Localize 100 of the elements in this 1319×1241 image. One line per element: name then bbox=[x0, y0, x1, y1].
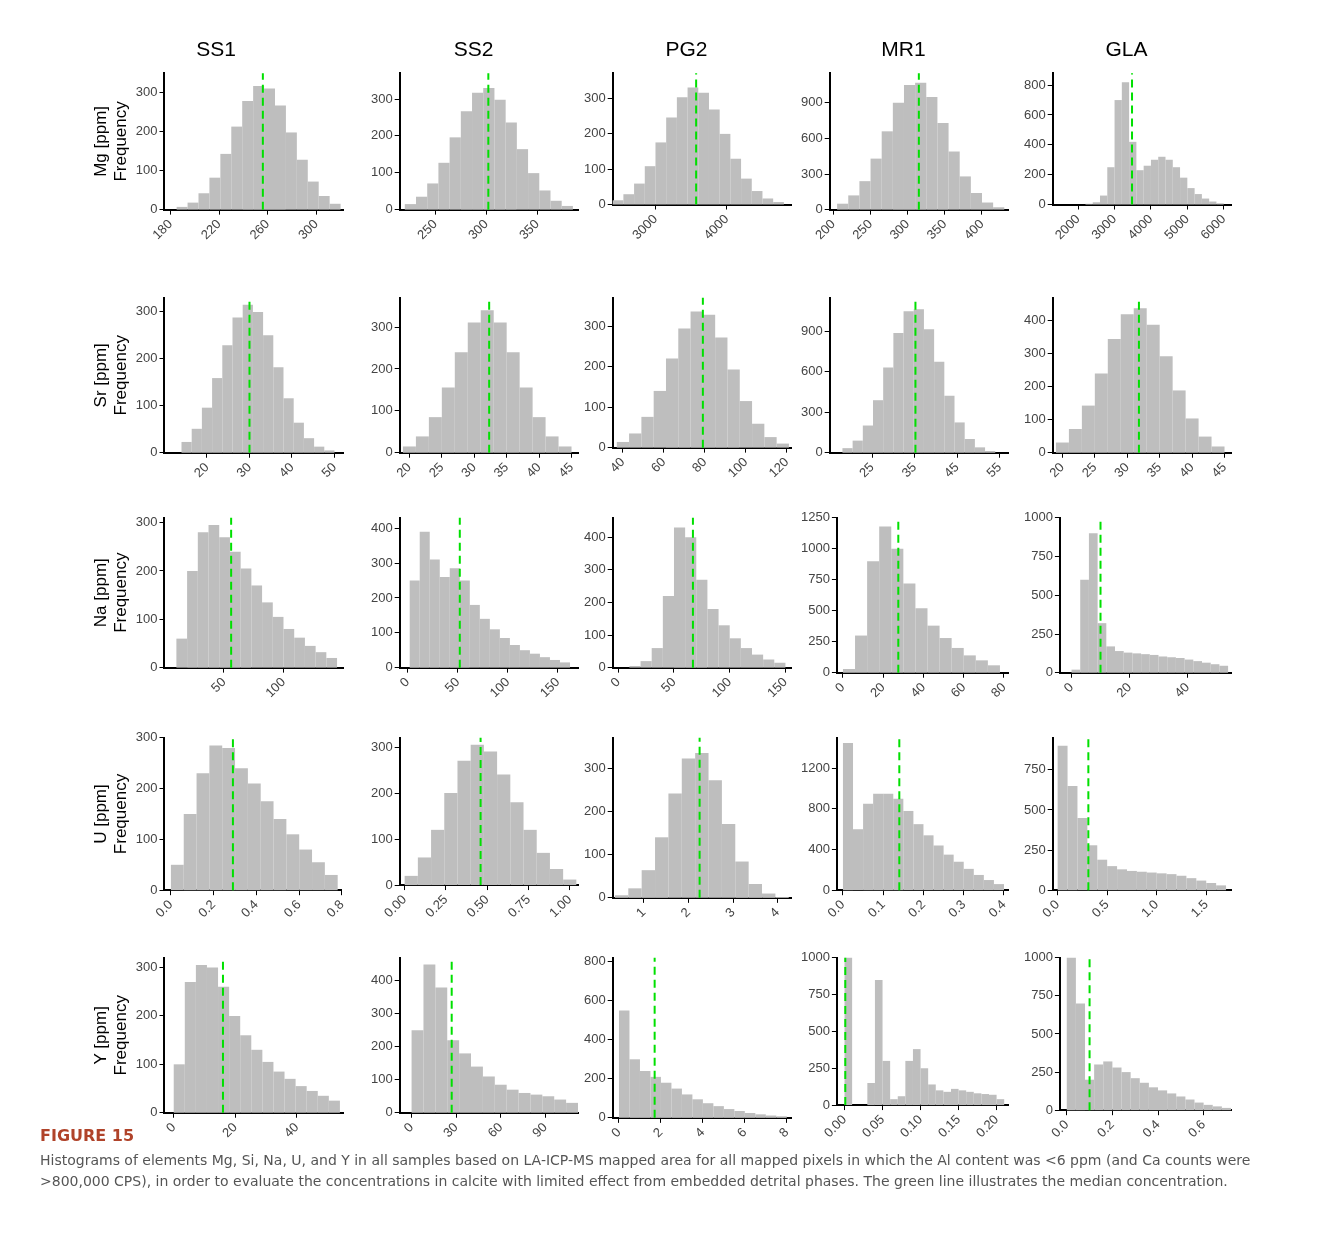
y-tick-label: 300 bbox=[370, 554, 393, 570]
x-tick-label: 20 bbox=[1113, 679, 1135, 701]
x-tick-label: 0.00 bbox=[820, 1111, 850, 1141]
x-tick-label: 100 bbox=[486, 674, 513, 701]
y-tick-label: 100 bbox=[135, 162, 158, 178]
x-tick-label: 2 bbox=[649, 1124, 666, 1141]
x-tick-label: 35 bbox=[490, 459, 512, 481]
x-tick-label: 30 bbox=[1111, 459, 1132, 481]
y-tick-label: 400 bbox=[370, 972, 393, 988]
x-tick-label: 45 bbox=[555, 459, 577, 481]
y-tick-label: 750 bbox=[1031, 987, 1053, 1003]
x-tick-label: 300 bbox=[886, 216, 913, 243]
x-tick-label: 25 bbox=[1078, 459, 1100, 481]
x-tick-label: 4 bbox=[691, 1124, 708, 1141]
y-tick-label: 100 bbox=[583, 626, 606, 642]
y-tick-label: 100 bbox=[135, 397, 158, 413]
y-axis-title: Y [ppm] Frequency bbox=[90, 994, 131, 1076]
y-tick-label: 200 bbox=[370, 360, 393, 376]
y-tick-label: 100 bbox=[1023, 411, 1046, 427]
x-tick-label: 55 bbox=[983, 459, 1005, 481]
y-tick-label: 0 bbox=[150, 881, 158, 897]
y-tick-label: 0 bbox=[815, 444, 823, 460]
text: Histograms of elements Mg, Si, Na, U, and Y in all samples based on LA-ICP-MS mapped area for all mapped pixels in which the Al content was <6 ppm (and Ca counts were >800,000 CPS), in order to evaluate the concentrations in calcite with limited effect from embedded detrital phases. The green line illustrates the median concentration. bbox=[40, 1151, 1252, 1191]
y-tick-label: 0 bbox=[1038, 196, 1046, 212]
x-tick-label: 25 bbox=[425, 459, 447, 481]
x-tick-label: 250 bbox=[849, 216, 876, 243]
x-tick-label: 1 bbox=[632, 904, 649, 921]
x-tick-label: 1.5 bbox=[1187, 896, 1211, 921]
y-tick-label: 300 bbox=[800, 165, 823, 181]
y-tick-label: 0 bbox=[822, 1096, 830, 1112]
y-tick-label: 600 bbox=[1023, 106, 1046, 122]
y-tick-label: 250 bbox=[808, 633, 830, 649]
x-tick-label: 100 bbox=[262, 674, 289, 701]
x-tick-label: 1.00 bbox=[545, 891, 575, 921]
x-tick-label: 90 bbox=[529, 1119, 550, 1141]
y-tick-label: 200 bbox=[135, 1007, 158, 1023]
x-tick-label: 0 bbox=[396, 674, 413, 690]
y-tick-label: 300 bbox=[135, 959, 158, 975]
x-tick-label: 30 bbox=[458, 459, 479, 481]
x-tick-label: 400 bbox=[960, 216, 987, 243]
x-tick-label: 35 bbox=[1143, 459, 1165, 481]
x-tick-label: 20 bbox=[190, 459, 212, 481]
y-tick-label: 200 bbox=[583, 125, 606, 141]
y-tick-label: 1250 bbox=[801, 509, 830, 525]
y-tick-label: 400 bbox=[370, 519, 393, 535]
x-tick-label: 0.50 bbox=[463, 891, 492, 921]
x-tick-label: 0.4 bbox=[237, 896, 262, 921]
chart-title: GLA bbox=[1105, 37, 1148, 61]
x-tick-label: 3 bbox=[721, 904, 738, 921]
y-tick-label: 250 bbox=[1023, 841, 1046, 857]
x-tick-label: 120 bbox=[765, 454, 792, 481]
x-tick-label: 0.8 bbox=[323, 896, 347, 921]
y-tick-label: 300 bbox=[583, 317, 606, 333]
x-tick-label: 0 bbox=[162, 1119, 179, 1136]
x-tick-label: 0.4 bbox=[985, 896, 1009, 921]
x-tick-label: 0.0 bbox=[824, 896, 848, 921]
x-tick-label: 40 bbox=[907, 679, 929, 701]
x-tick-label: 0 bbox=[400, 1119, 417, 1136]
x-tick-label: 260 bbox=[246, 216, 273, 243]
y-tick-label: 300 bbox=[370, 1005, 393, 1021]
y-tick-label: 300 bbox=[135, 84, 158, 100]
y-tick-label: 600 bbox=[800, 363, 823, 379]
y-tick-label: 0 bbox=[815, 201, 823, 217]
x-tick-label: 4 bbox=[766, 904, 783, 921]
y-tick-label: 100 bbox=[370, 830, 393, 846]
y-tick-label: 200 bbox=[370, 784, 393, 800]
x-tick-label: 2 bbox=[677, 904, 694, 921]
y-tick-label: 300 bbox=[583, 89, 606, 105]
x-tick-label: 40 bbox=[275, 459, 297, 481]
x-tick-label: 0.10 bbox=[896, 1111, 926, 1141]
y-tick-label: 0 bbox=[385, 659, 393, 675]
x-tick-label: 1.0 bbox=[1137, 896, 1162, 921]
y-tick-label: 0 bbox=[1038, 881, 1046, 897]
y-tick-label: 400 bbox=[583, 1031, 606, 1047]
y-tick-label: 0 bbox=[822, 881, 830, 897]
y-axis-title: U [ppm] Frequency bbox=[90, 773, 131, 855]
x-tick-label: 0.0 bbox=[1038, 896, 1063, 921]
y-tick-label: 0 bbox=[822, 664, 830, 680]
y-tick-label: 300 bbox=[370, 90, 393, 106]
y-tick-label: 100 bbox=[583, 846, 606, 862]
y-tick-label: 100 bbox=[370, 402, 393, 418]
x-tick-label: 40 bbox=[1171, 679, 1193, 701]
chart-title: MR1 bbox=[881, 37, 926, 61]
x-tick-label: 6 bbox=[733, 1124, 750, 1141]
y-tick-label: 500 bbox=[808, 602, 830, 618]
y-tick-label: 300 bbox=[583, 759, 606, 775]
y-tick-label: 0 bbox=[150, 201, 158, 217]
x-tick-label: 80 bbox=[987, 679, 1009, 701]
y-tick-label: 0 bbox=[1045, 1101, 1053, 1117]
y-tick-label: 0 bbox=[385, 444, 393, 460]
chart-title: SS2 bbox=[453, 37, 494, 61]
x-tick-label: 0.2 bbox=[1093, 1116, 1118, 1141]
x-tick-label: 45 bbox=[940, 459, 962, 481]
y-tick-label: 200 bbox=[135, 562, 158, 578]
y-tick-label: 1000 bbox=[1024, 949, 1053, 965]
x-tick-label: 40 bbox=[280, 1119, 302, 1141]
y-tick-label: 100 bbox=[370, 164, 393, 180]
x-tick-label: 40 bbox=[606, 454, 628, 476]
x-tick-label: 0.1 bbox=[864, 896, 888, 921]
y-tick-label: 0 bbox=[598, 439, 606, 455]
